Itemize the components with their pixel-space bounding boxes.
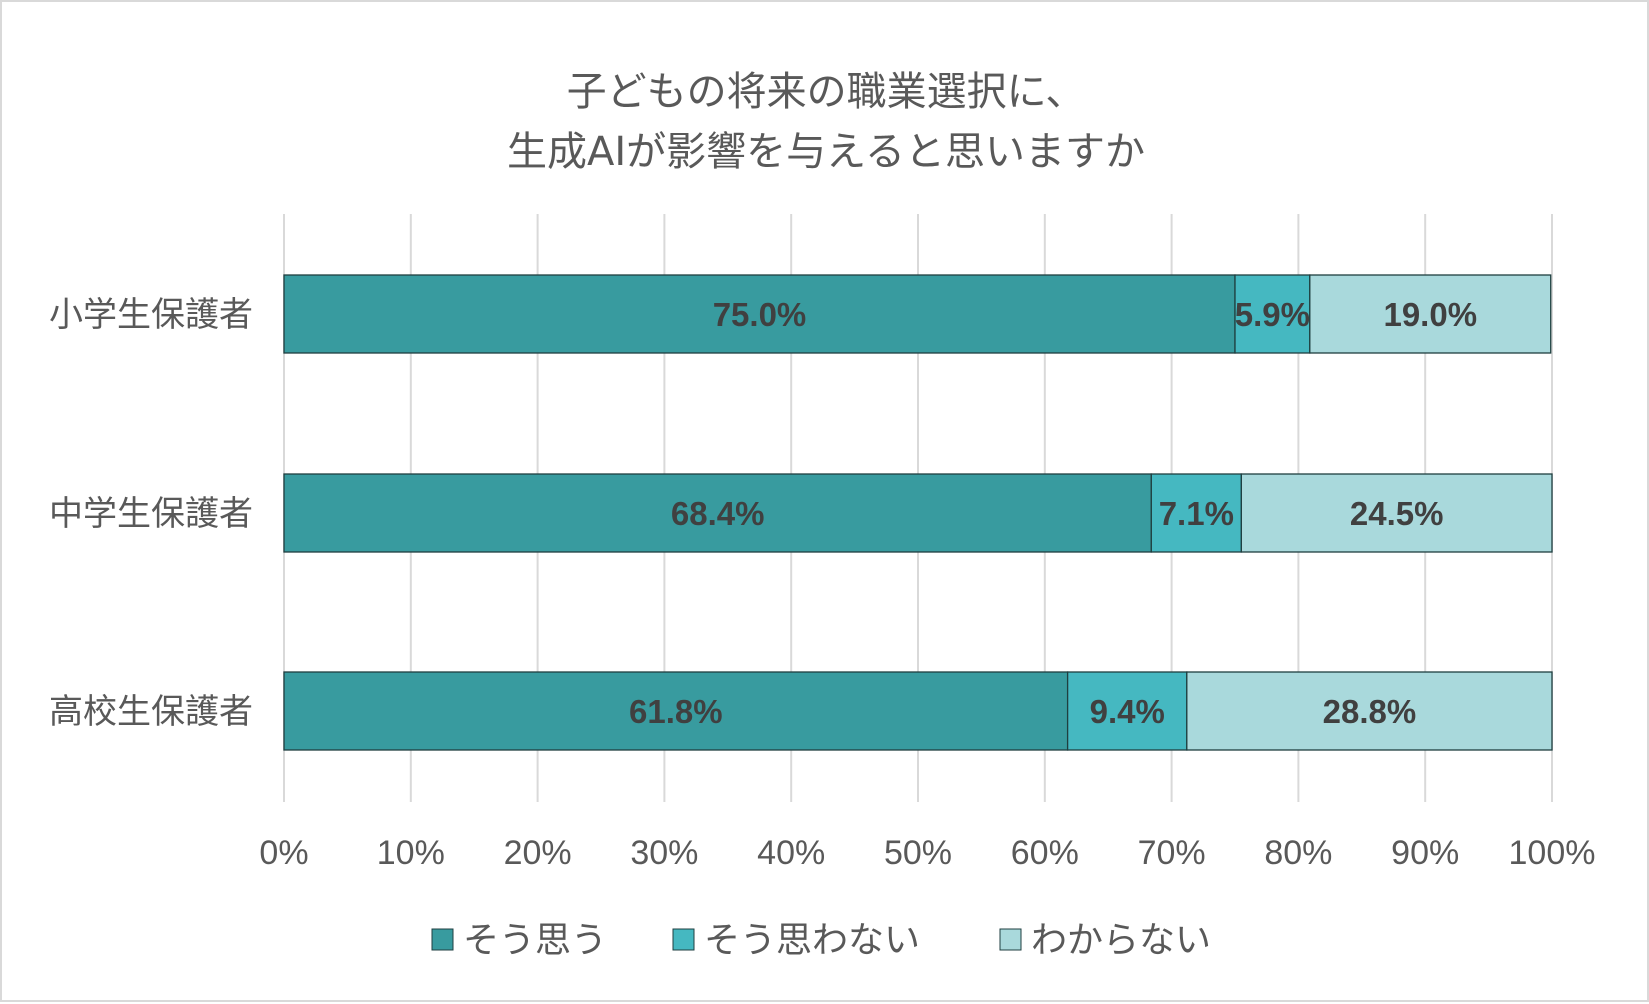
x-tick-label-0: 0% bbox=[259, 834, 308, 872]
x-tick-label-3: 30% bbox=[630, 834, 698, 872]
bar-わからない-小学生保護者 bbox=[1309, 274, 1552, 354]
chart-title: 子どもの将来の職業選択に、 生成AIが影響を与えると思いますか bbox=[507, 69, 1145, 175]
data-label-わからない-高校生保護者: 28.8% bbox=[1323, 693, 1417, 730]
data-label-そう思う-小学生保護者: 75.0% bbox=[713, 296, 807, 333]
x-tick-label-6: 60% bbox=[1011, 834, 1079, 872]
category-label-0: 小学生保護者 bbox=[49, 295, 253, 335]
x-tick-label-4: 40% bbox=[757, 834, 825, 872]
legend-label-2: わからない bbox=[1031, 920, 1211, 961]
bar-わからない-中学生保護者 bbox=[1240, 473, 1553, 553]
legend-swatch-2 bbox=[999, 928, 1022, 951]
chart-title-line-2: 生成AIが影響を与えると思いますか bbox=[507, 129, 1145, 175]
bar-そう思わない-中学生保護者 bbox=[1150, 473, 1242, 553]
data-label-そう思わない-中学生保護者: 7.1% bbox=[1159, 495, 1234, 532]
bars: 75.0% 5.9% 19.0% 68.4% 7.1% 24.5% 61.8% 9.4% 28.… bbox=[283, 274, 1553, 751]
x-tick-label-1: 10% bbox=[377, 834, 445, 872]
data-label-そう思わない-小学生保護者: 5.9% bbox=[1235, 296, 1310, 333]
data-label-そう思わない-高校生保護者: 9.4% bbox=[1090, 693, 1165, 730]
data-label-わからない-中学生保護者: 24.5% bbox=[1350, 495, 1444, 532]
legend: そう思う そう思わない わからない bbox=[431, 920, 1211, 961]
x-tick-label-7: 70% bbox=[1138, 834, 1206, 872]
data-label-そう思う-中学生保護者: 68.4% bbox=[671, 495, 765, 532]
category-label-1: 中学生保護者 bbox=[49, 494, 253, 534]
bar-そう思う-小学生保護者 bbox=[283, 274, 1236, 354]
category-label-2: 高校生保護者 bbox=[49, 692, 253, 732]
bar-わからない-高校生保護者 bbox=[1186, 671, 1553, 751]
bar-そう思う-高校生保護者 bbox=[283, 671, 1069, 751]
bar-そう思わない-小学生保護者 bbox=[1234, 274, 1311, 354]
x-axis-tick-labels: 0% 10% 20% 30% 40% 50% 60% 70% 80% 90% 100% bbox=[259, 834, 1595, 872]
x-tick-label-10: 100% bbox=[1509, 834, 1596, 872]
legend-swatch-1 bbox=[672, 928, 695, 951]
legend-label-1: そう思わない bbox=[704, 920, 920, 961]
legend-swatch-0 bbox=[431, 928, 454, 951]
bar-そう思う-中学生保護者 bbox=[283, 473, 1152, 553]
legend-label-0: そう思う bbox=[463, 920, 607, 961]
x-tick-label-8: 80% bbox=[1264, 834, 1332, 872]
chart-title-line-1: 子どもの将来の職業選択に、 bbox=[567, 69, 1086, 115]
data-label-わからない-小学生保護者: 19.0% bbox=[1383, 296, 1477, 333]
x-tick-label-2: 20% bbox=[504, 834, 572, 872]
x-tick-label-9: 90% bbox=[1391, 834, 1459, 872]
x-tick-label-5: 50% bbox=[884, 834, 952, 872]
data-label-そう思う-高校生保護者: 61.8% bbox=[629, 693, 723, 730]
